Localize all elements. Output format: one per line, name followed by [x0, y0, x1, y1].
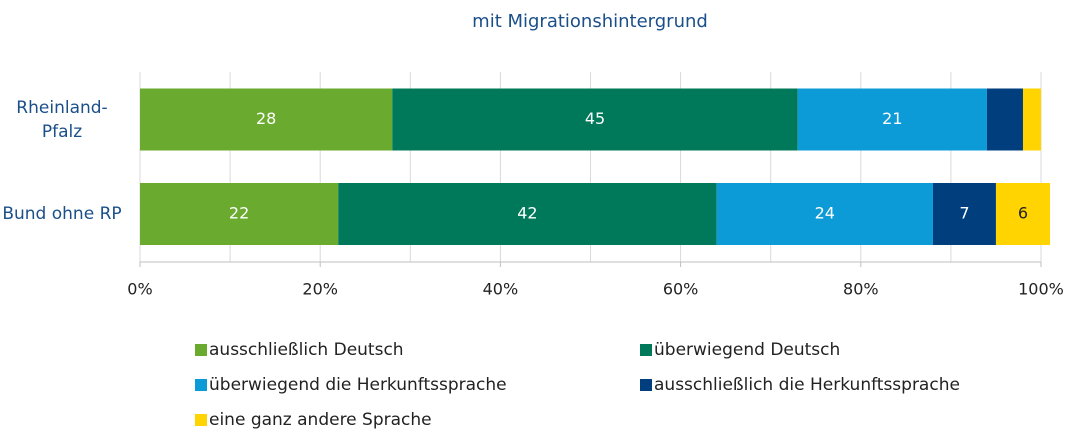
legend-swatch — [640, 344, 652, 356]
bar-segment — [986, 88, 1023, 151]
data-label: 22 — [229, 204, 249, 223]
data-label: 45 — [585, 109, 605, 128]
bar-segment — [392, 88, 798, 151]
x-tick-label: 20% — [302, 280, 338, 299]
legend-swatch — [640, 379, 652, 391]
data-label: 21 — [882, 109, 902, 128]
category-label: Bund ohne RP — [2, 204, 122, 224]
x-tick-label: 80% — [843, 280, 879, 299]
bar-segment — [338, 183, 717, 245]
bar-segment — [932, 183, 996, 245]
chart-title: mit Migrationshintergrund — [472, 11, 708, 32]
legend-swatch — [195, 379, 207, 391]
category-label: Rheinland-Pfalz — [16, 97, 108, 142]
bar-segment — [995, 183, 1051, 245]
legend-swatch — [195, 414, 207, 426]
x-tick-label: 60% — [663, 280, 699, 299]
bar-segment — [140, 88, 393, 151]
bar-segment — [1022, 88, 1041, 151]
x-tick-label: 0% — [127, 280, 152, 299]
data-label: 28 — [256, 109, 276, 128]
legend-label: ausschließlich die Herkunftssprache — [654, 375, 960, 395]
data-label: 24 — [815, 204, 835, 223]
legend-label: ausschließlich Deutsch — [209, 340, 404, 360]
bar-segment — [140, 183, 339, 245]
legend-label: überwiegend Deutsch — [654, 340, 840, 360]
data-label: 6 — [1018, 204, 1028, 223]
legend-label: eine ganz andere Sprache — [209, 410, 432, 430]
bar-segment — [797, 88, 987, 151]
data-label: 7 — [959, 204, 969, 223]
bar-segment — [716, 183, 933, 245]
x-tick-label: 100% — [1018, 280, 1064, 299]
data-label: 42 — [517, 204, 537, 223]
legend-label: überwiegend die Herkunftssprache — [209, 375, 507, 395]
legend-swatch — [195, 344, 207, 356]
x-tick-label: 40% — [483, 280, 519, 299]
